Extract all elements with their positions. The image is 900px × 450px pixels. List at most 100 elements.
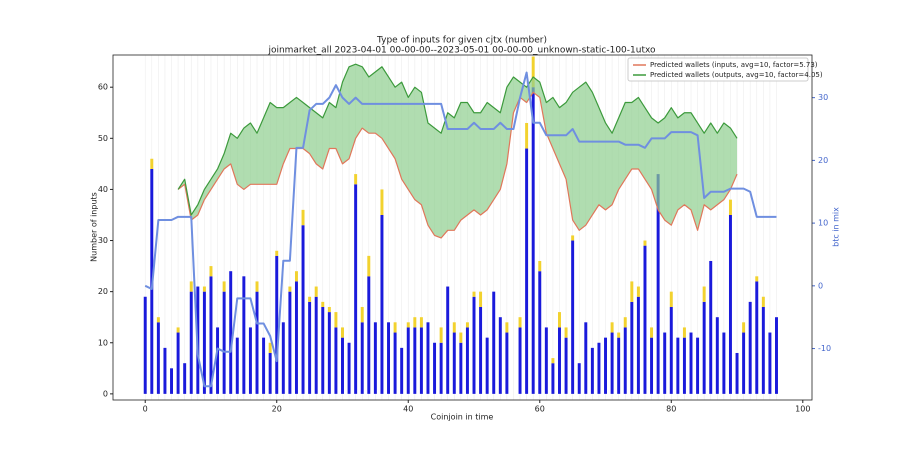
bar-segment <box>472 291 476 297</box>
bar-segment <box>406 327 410 394</box>
bar-segment <box>216 327 220 394</box>
bar-segment <box>459 342 463 394</box>
bar-segment <box>189 281 193 292</box>
y2-tick-label: 0 <box>818 281 823 290</box>
bar-segment <box>163 347 167 394</box>
x-tick-label: 80 <box>666 405 676 414</box>
bar-segment <box>321 306 325 394</box>
bar-segment <box>262 337 266 394</box>
bar-segment <box>452 322 456 333</box>
bar-segment <box>156 317 160 323</box>
bar-segment <box>235 337 239 394</box>
bar-segment <box>268 352 272 394</box>
y-axis-label: Number of inputs <box>90 192 99 262</box>
bar-segment <box>597 342 601 394</box>
x-tick-label: 20 <box>272 405 282 414</box>
bar-segment <box>590 347 594 394</box>
bar-segment <box>281 322 285 394</box>
bar-segment <box>479 306 483 394</box>
bar-segment <box>413 327 417 394</box>
bar-segment <box>558 312 561 328</box>
bar-segment <box>650 327 654 338</box>
bar-segment <box>643 245 647 394</box>
bar-segment <box>156 322 160 394</box>
bar-segment <box>446 286 450 394</box>
bar-segment <box>650 337 654 394</box>
bar-segment <box>525 122 529 149</box>
bar-segment <box>268 342 272 353</box>
chart-title: Type of inputs for given cjtx (number) <box>376 36 547 46</box>
bar-segment <box>367 276 371 394</box>
bar-segment <box>538 260 542 272</box>
bar-segment <box>761 306 765 394</box>
bar-segment <box>367 255 371 277</box>
bar-segment <box>229 271 233 394</box>
bar-segment <box>571 235 575 241</box>
bar-segment <box>413 317 417 328</box>
bar-segment <box>722 332 726 394</box>
bar-segment <box>314 286 318 297</box>
x-tick-label: 60 <box>535 405 545 414</box>
series-line <box>177 91 738 239</box>
bar-segment <box>400 347 404 394</box>
bar-segment <box>360 322 364 394</box>
bar-segment <box>380 189 384 215</box>
bar-segment <box>709 260 713 394</box>
x-tick-label: 40 <box>403 405 413 414</box>
bar-segment <box>676 337 680 394</box>
x-axis-label: Coinjoin in time <box>431 413 494 422</box>
bar-segment <box>748 301 752 394</box>
bar-segment <box>288 291 292 394</box>
bar-segment <box>472 296 476 394</box>
bar-segment <box>393 322 397 333</box>
bar-segment <box>321 301 325 307</box>
bar-segment <box>459 332 463 343</box>
bar-segment <box>702 286 706 302</box>
y-tick-label: 20 <box>98 287 108 296</box>
y2-tick-label: 30 <box>818 93 828 102</box>
bar-segment <box>610 322 614 333</box>
bar-segment <box>630 301 634 394</box>
bar-segment <box>775 317 778 394</box>
bar-segment <box>498 317 502 394</box>
bar-segment <box>189 291 193 394</box>
chart-subtitle: joinmarket_all 2023-04-01 00-00-00--2023… <box>267 46 656 56</box>
bar-segment <box>176 332 180 394</box>
bar-segment <box>571 240 575 394</box>
bar-segment <box>341 337 344 394</box>
bar-segment <box>439 327 443 343</box>
bar-segment <box>518 317 522 328</box>
bar-segment <box>558 327 561 394</box>
bar-segment <box>551 363 555 394</box>
bar-segment <box>327 312 331 394</box>
bar-segment <box>518 327 522 394</box>
bar-segment <box>202 291 206 394</box>
bar-segment <box>630 281 634 302</box>
bar-segment <box>255 291 259 394</box>
bar-segment <box>610 332 614 394</box>
bar-segment <box>294 271 298 282</box>
y-tick-label: 0 <box>103 389 108 398</box>
y-tick-label: 60 <box>98 83 108 92</box>
bar-segment <box>715 317 719 394</box>
bar-segment <box>334 312 338 328</box>
bar-segment <box>419 317 423 328</box>
bar-segment <box>604 337 608 394</box>
bar-segment <box>663 332 667 394</box>
bar-segment <box>426 322 430 394</box>
bar-segment <box>656 174 660 394</box>
bar-segment <box>465 322 469 328</box>
bar-segment <box>485 337 489 394</box>
bar-segment <box>452 332 456 394</box>
bar-segment <box>564 337 568 394</box>
bar-segment <box>373 322 377 394</box>
bar-segment <box>380 214 384 394</box>
bar-segment <box>433 342 437 394</box>
bar-segment <box>176 327 180 333</box>
bar-segment <box>143 296 147 394</box>
bar-segment <box>347 342 351 394</box>
bar-segment <box>669 306 673 394</box>
bar-segment <box>761 296 765 307</box>
bar-segment <box>202 286 206 292</box>
